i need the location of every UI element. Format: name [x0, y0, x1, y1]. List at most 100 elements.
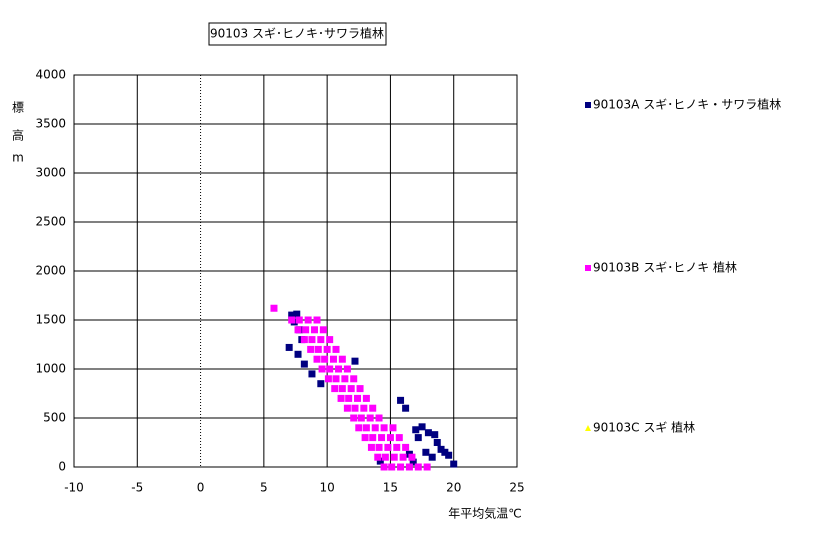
point — [397, 463, 405, 471]
point — [338, 355, 346, 363]
point — [428, 453, 436, 461]
point — [332, 375, 340, 383]
point — [354, 394, 362, 402]
point — [302, 326, 310, 334]
point — [376, 457, 384, 465]
point — [288, 311, 296, 319]
point — [357, 414, 365, 422]
point — [388, 463, 396, 471]
point — [308, 370, 316, 378]
point — [350, 375, 358, 383]
point — [323, 345, 331, 353]
legend-marker — [585, 265, 591, 271]
point — [326, 336, 334, 344]
point — [423, 463, 431, 471]
point — [288, 316, 296, 324]
point — [414, 434, 422, 442]
point — [343, 365, 351, 373]
point — [380, 424, 388, 432]
point — [422, 448, 430, 456]
point — [381, 453, 389, 461]
point — [326, 365, 334, 373]
point — [414, 463, 422, 471]
point — [313, 316, 321, 324]
legend-label: 90103A スギ･ヒノキ・サワラ植林 — [593, 97, 781, 112]
y-tick-label: 2000 — [35, 264, 66, 278]
point — [375, 414, 383, 422]
point — [332, 345, 340, 353]
point — [367, 443, 375, 451]
x-tick-label: -10 — [64, 481, 84, 495]
point — [317, 380, 325, 388]
point — [437, 445, 445, 453]
point — [285, 343, 293, 351]
point — [294, 350, 302, 358]
point — [371, 424, 379, 432]
x-tick-label: 5 — [260, 481, 268, 495]
x-tick-label: 10 — [320, 481, 335, 495]
legend-label: 90103C スギ 植林 — [593, 420, 695, 435]
title-box — [208, 22, 387, 46]
point — [313, 355, 321, 363]
point — [361, 434, 369, 442]
point — [294, 326, 302, 334]
point — [431, 431, 439, 439]
point — [360, 404, 368, 412]
point — [412, 426, 420, 434]
y-tick-label: 4000 — [35, 68, 66, 82]
point — [362, 394, 370, 402]
point — [402, 443, 410, 451]
point — [351, 404, 359, 412]
point — [293, 310, 301, 318]
point — [366, 414, 374, 422]
point — [402, 404, 410, 412]
point — [441, 448, 449, 456]
point — [300, 336, 308, 344]
point — [384, 443, 392, 451]
legend-marker — [585, 425, 591, 431]
point — [347, 385, 355, 393]
point — [318, 365, 326, 373]
point — [378, 434, 386, 442]
point — [351, 357, 359, 365]
x-tick-label: -5 — [131, 481, 143, 495]
point — [343, 404, 351, 412]
point — [307, 345, 315, 353]
point — [375, 443, 383, 451]
point — [356, 385, 364, 393]
point — [341, 375, 349, 383]
point — [310, 326, 318, 334]
point — [319, 326, 327, 334]
point — [433, 439, 441, 446]
point — [386, 434, 394, 442]
point — [338, 385, 346, 393]
point — [374, 453, 382, 461]
y-tick-label: 0 — [58, 460, 66, 474]
point — [424, 429, 432, 437]
point — [409, 458, 417, 466]
point — [393, 443, 401, 451]
point — [345, 394, 353, 402]
y-tick-label: 3000 — [35, 166, 66, 180]
point — [397, 396, 405, 404]
point — [362, 424, 370, 432]
legend-label: 90103B スギ･ヒノキ 植林 — [593, 260, 737, 275]
y-tick-label: 3500 — [35, 117, 66, 131]
chart-title: 90103 スギ･ヒノキ･サワラ植林 — [210, 26, 384, 41]
point — [369, 434, 377, 442]
point — [380, 463, 388, 471]
x-tick-label: 25 — [509, 481, 524, 495]
point — [295, 316, 303, 324]
y-axis-label: 標 — [12, 101, 24, 115]
point — [445, 451, 453, 459]
y-tick-label: 2500 — [35, 215, 66, 229]
y-tick-label: 500 — [43, 411, 66, 425]
y-axis-label: m — [12, 151, 24, 165]
point — [304, 316, 312, 324]
legend-marker — [585, 102, 591, 108]
y-tick-label: 1000 — [35, 362, 66, 376]
point — [317, 336, 325, 344]
point — [335, 365, 343, 373]
point — [390, 453, 398, 461]
